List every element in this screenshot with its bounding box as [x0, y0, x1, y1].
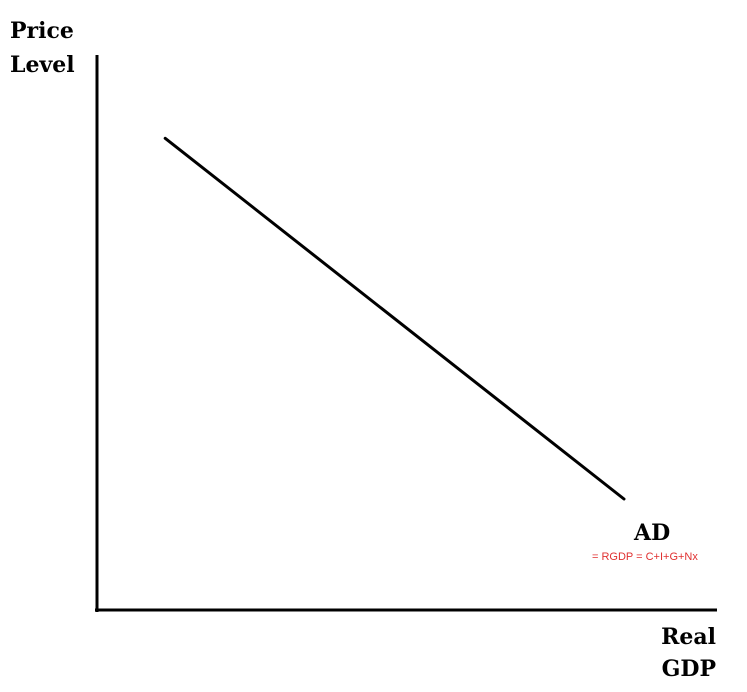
x-axis-label-line-1: Real [661, 624, 716, 650]
chart-marks [163, 136, 626, 501]
x-axis-label-line-2: GDP [662, 656, 716, 682]
ad-equation-annotation: = RGDP = C+I+G+Nx [592, 551, 698, 563]
y-axis-label-line-1: Price [10, 18, 74, 44]
ad-curve-label: AD [633, 520, 670, 546]
ad-curve [163, 136, 626, 501]
y-axis-label-line-2: Level [10, 52, 75, 78]
